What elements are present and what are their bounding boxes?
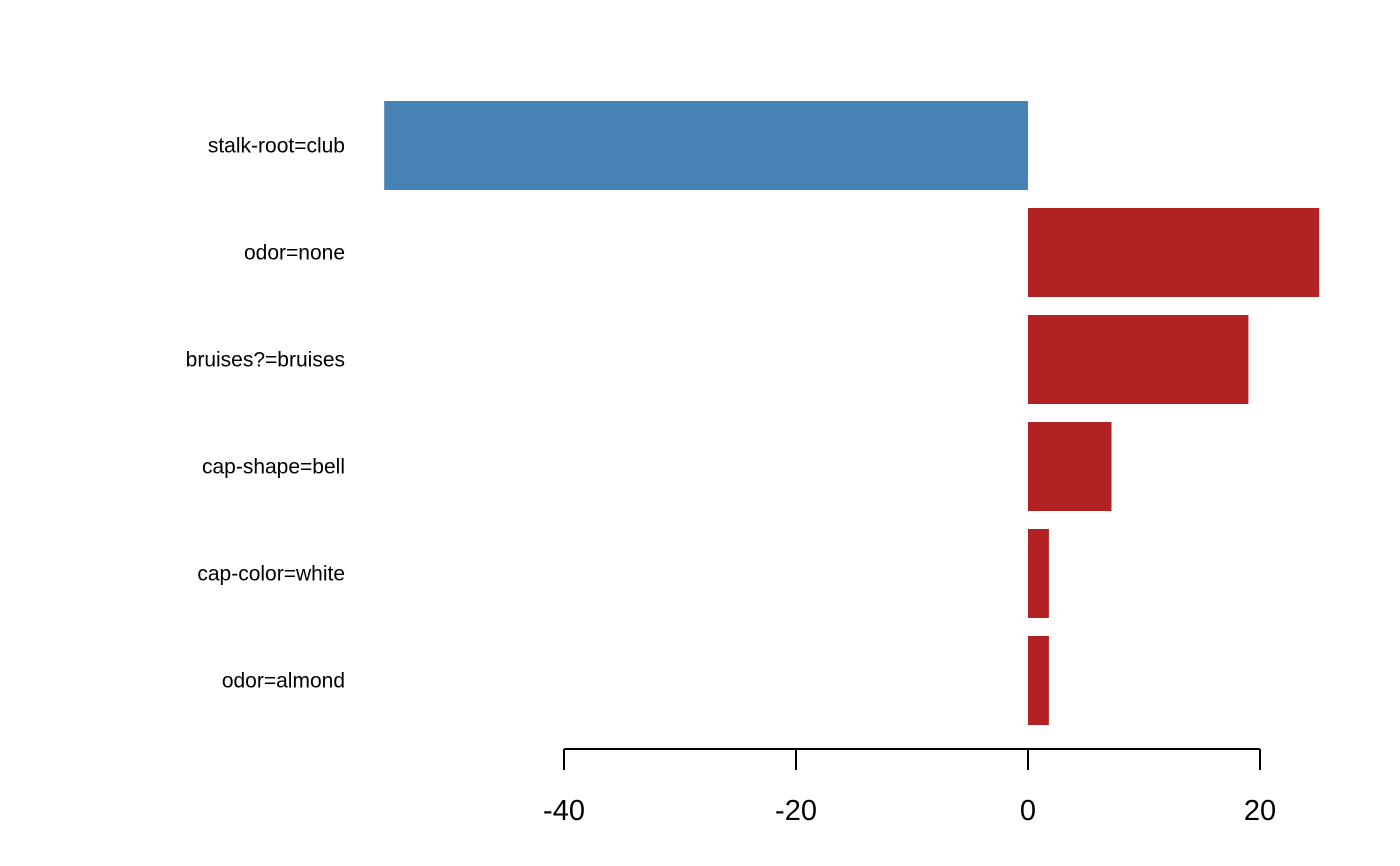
category-labels: stalk-root=club odor=none bruises?=bruises…: [186, 135, 345, 693]
category-label: cap-shape=bell: [202, 456, 345, 479]
category-label: cap-color=white: [197, 563, 345, 586]
category-label: stalk-root=club: [208, 135, 345, 158]
x-tick-label: 0: [1020, 795, 1036, 827]
x-axis: -40 -20 0 20: [543, 748, 1276, 827]
bar-odor-almond: [1028, 636, 1049, 725]
bar-bruises-bruises: [1028, 315, 1249, 404]
bar-cap-shape-bell: [1028, 422, 1112, 511]
x-tick-label: -40: [543, 795, 585, 827]
bar-stalk-root-club: [384, 101, 1028, 190]
category-label: bruises?=bruises: [186, 349, 345, 372]
category-label: odor=none: [244, 242, 345, 265]
bar-odor-none: [1028, 208, 1320, 297]
bars-layer: [384, 101, 1320, 725]
x-tick-label: -20: [775, 795, 817, 827]
bar-cap-color-white: [1028, 529, 1049, 618]
x-tick-label: 20: [1244, 795, 1276, 827]
category-label: odor=almond: [222, 670, 345, 693]
